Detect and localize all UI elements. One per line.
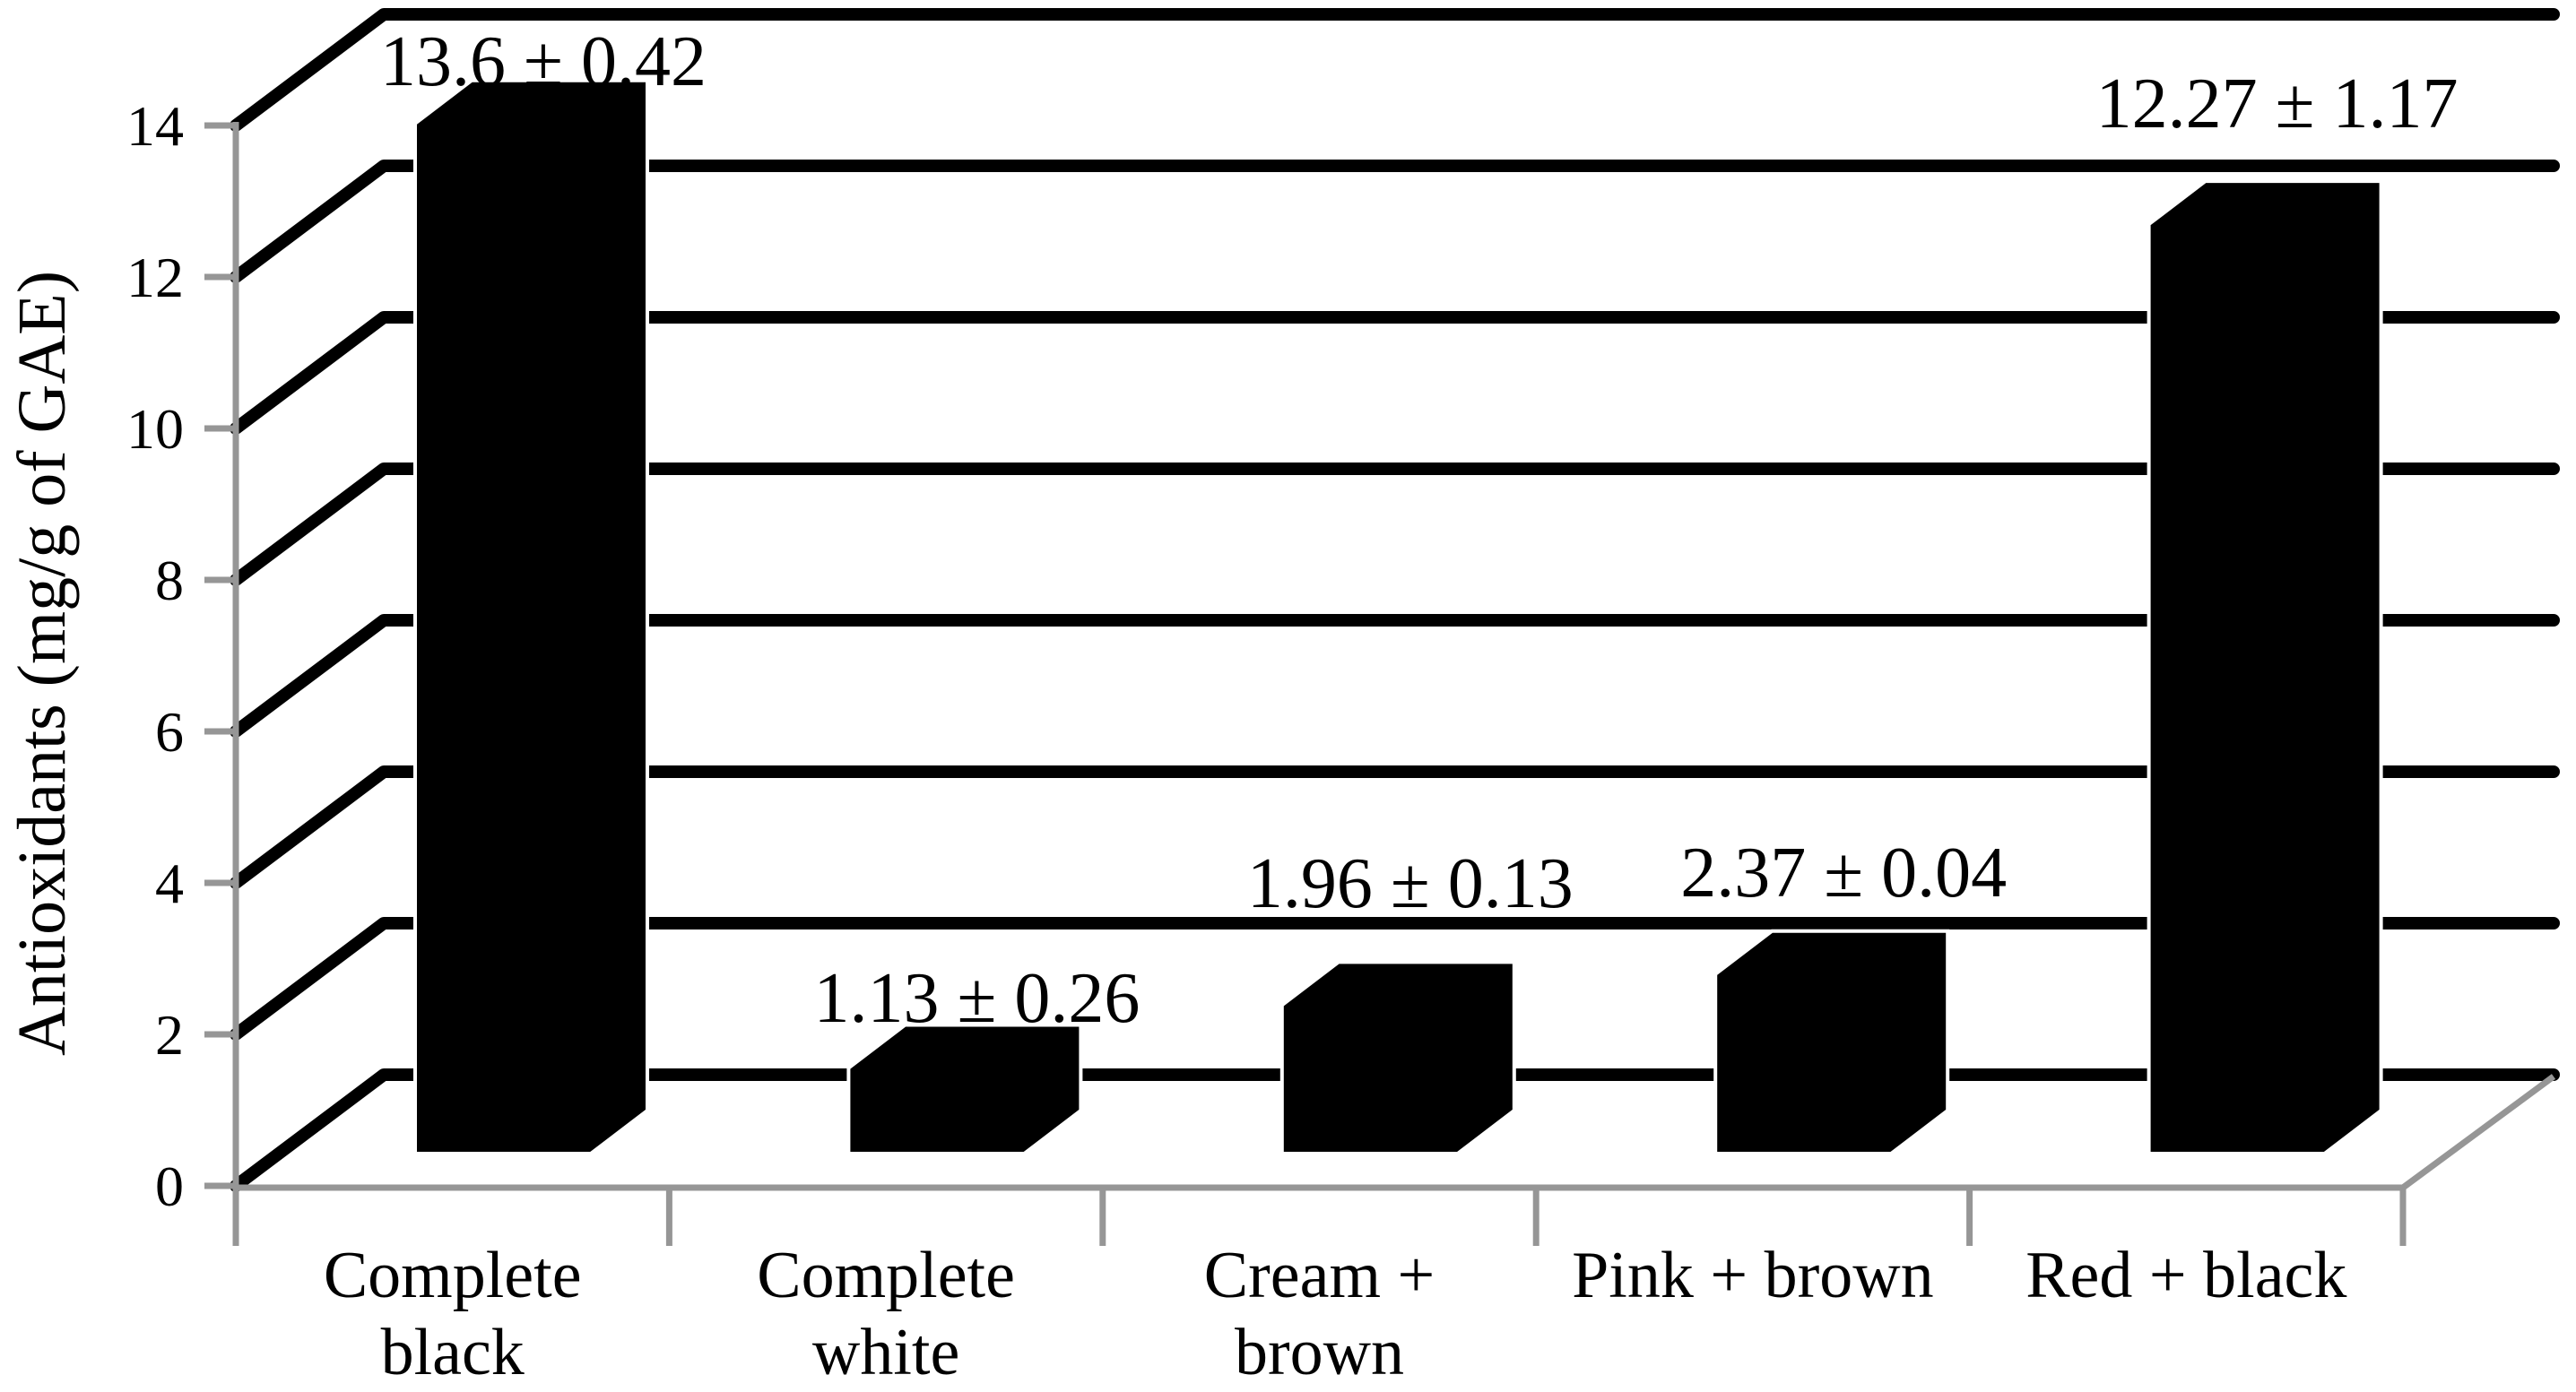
value-label-5: 12.27 ± 1.17: [2096, 65, 2459, 143]
value-label-3: 1.96 ± 0.13: [1247, 844, 1574, 923]
gridline-8: [230, 463, 2560, 586]
bars: [413, 78, 2383, 1155]
category-label-3-line-1: Cream +: [1204, 1239, 1435, 1312]
gridline-2: [230, 917, 2560, 1041]
gridline-10: [230, 311, 2560, 435]
floor-right-edge: [2400, 1074, 2556, 1190]
gridline-12: [230, 160, 2560, 283]
y-tick-2: 2: [155, 1003, 184, 1067]
data-value-labels: 13.6 ± 0.42 1.13 ± 0.26 1.96 ± 0.13 2.37 ± …: [380, 22, 2459, 1038]
bar-2: [846, 1023, 1083, 1155]
bar-4: [1713, 929, 1950, 1155]
y-tick-4: 4: [155, 852, 184, 915]
bar-1: [413, 78, 649, 1155]
y-axis-tick-labels: 0 2 4 6 8 10 12 14: [126, 94, 184, 1218]
gridline-14: [230, 8, 2560, 132]
y-tick-0: 0: [155, 1154, 184, 1218]
y-tick-12: 12: [126, 246, 184, 309]
category-label-3-line-2: brown: [1235, 1316, 1404, 1389]
category-label-1-line-1: Complete: [324, 1239, 582, 1312]
value-label-4: 2.37 ± 0.04: [1680, 834, 2007, 912]
axes: [204, 122, 2556, 1246]
bar-3: [1279, 960, 1516, 1155]
gridline-6: [230, 614, 2560, 738]
value-label-1: 13.6 ± 0.42: [380, 22, 707, 101]
gridline-4: [230, 765, 2560, 889]
y-axis-title: Antioxidants (mg/g of GAE): [4, 271, 80, 1056]
category-label-5-line-1: Red + black: [2025, 1239, 2346, 1312]
y-tick-10: 10: [126, 397, 184, 461]
category-label-4-line-1: Pink + brown: [1572, 1239, 1934, 1312]
gridlines: [230, 8, 2560, 1192]
category-label-1-line-2: black: [381, 1316, 525, 1389]
y-tick-6: 6: [155, 700, 184, 764]
y-tick-8: 8: [155, 549, 184, 612]
y-tick-14: 14: [126, 94, 184, 158]
category-label-2-line-2: white: [812, 1316, 959, 1389]
category-label-2-line-1: Complete: [757, 1239, 1015, 1312]
value-label-2: 1.13 ± 0.26: [813, 959, 1140, 1038]
bar-5: [2147, 179, 2383, 1155]
